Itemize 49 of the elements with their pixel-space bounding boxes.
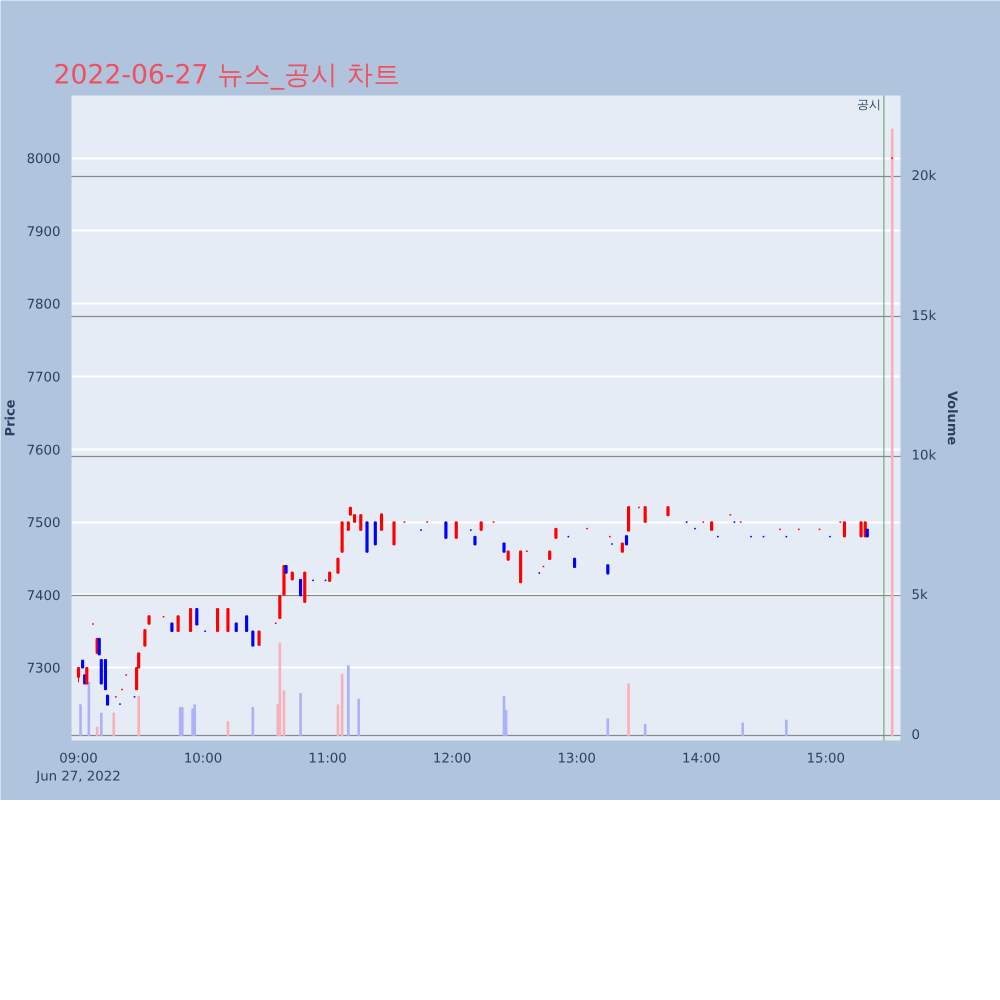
y-axis-title: Price <box>4 399 19 436</box>
y-tick-label: 7600 <box>26 443 61 458</box>
candlestick <box>278 594 282 619</box>
candlestick <box>374 521 377 546</box>
candlestick <box>359 514 362 531</box>
x-tick-label: 15:00 <box>806 752 845 766</box>
x-tick-label: 10:00 <box>184 752 222 766</box>
x-tick-label: 13:00 <box>557 752 596 766</box>
y2-tick-label: 5k <box>912 588 928 604</box>
chart-title: 2022-06-27 뉴스_공시 차트 <box>54 60 401 90</box>
candlestick <box>859 521 863 538</box>
candlestick <box>380 513 384 531</box>
y-tick-label: 7900 <box>26 224 61 240</box>
candlestick <box>444 521 448 539</box>
candlestick <box>257 630 261 646</box>
candlestick <box>644 506 647 523</box>
y-tick-label: 7800 <box>26 298 61 313</box>
candlestick <box>245 615 248 632</box>
candlestick <box>842 521 846 538</box>
x-tick-label: 14:00 <box>682 752 720 766</box>
candlestick <box>188 608 192 632</box>
x-tick-label: 11:00 <box>308 752 347 766</box>
candlestick <box>76 666 80 683</box>
candlestick <box>106 694 110 706</box>
ref-line-label: 공시 <box>856 98 881 112</box>
candlestick <box>98 638 101 656</box>
candlestick <box>299 578 302 596</box>
y2-tick-label: 20k <box>912 169 936 184</box>
candlestick <box>176 615 180 632</box>
candlestick <box>392 521 396 546</box>
x-tick-label: 09:00 Jun 27, 2022 <box>35 752 121 784</box>
y-tick-label: 7300 <box>26 662 61 677</box>
candlestick <box>143 629 146 647</box>
y2-tick-label: 15k <box>912 308 936 324</box>
candlestick <box>454 521 458 539</box>
y2-tick-label: 0 <box>912 728 920 743</box>
candlestick <box>251 630 254 647</box>
y-tick-label: 7500 <box>26 516 61 532</box>
y-tick-label: 8000 <box>26 152 61 168</box>
y-tick-label: 7700 <box>26 370 61 386</box>
candlestick <box>216 608 220 632</box>
y-tick-label: 7400 <box>26 588 61 604</box>
candlestick <box>195 608 198 626</box>
x-tick-label: 12:00 <box>432 752 472 766</box>
candlestick <box>554 528 558 539</box>
y2-axis-title: Volume <box>944 390 960 446</box>
candlestick <box>226 608 230 632</box>
y2-tick-label: 10k <box>912 448 936 464</box>
candlestick <box>336 558 340 574</box>
